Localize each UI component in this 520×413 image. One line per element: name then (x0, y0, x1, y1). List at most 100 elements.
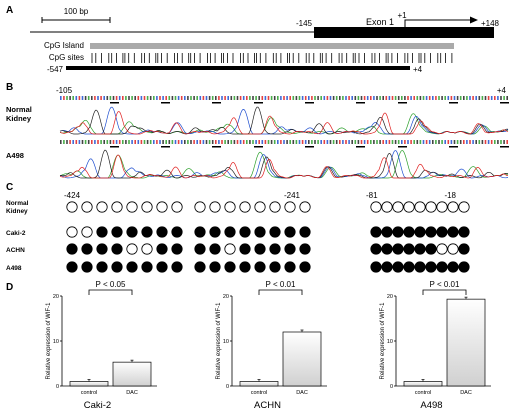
base-call-mark (487, 140, 490, 144)
base-call-mark (174, 96, 177, 100)
base-call-mark (373, 96, 375, 100)
methylated-cpg-dot (269, 226, 281, 238)
cpg-highlight-mark (161, 102, 170, 104)
base-call-mark (215, 140, 217, 144)
base-call-mark (205, 96, 208, 100)
base-call-mark (472, 140, 474, 144)
base-call-mark (63, 96, 65, 100)
base-call-mark (211, 140, 214, 144)
base-call-mark (283, 140, 285, 144)
base-call-mark (497, 140, 499, 144)
tss-arrow (404, 19, 470, 27)
base-call-mark (264, 140, 267, 144)
amplicon-start-label: -547 (47, 65, 64, 74)
base-call-mark (354, 140, 357, 144)
methylated-cpg-dot (414, 243, 426, 255)
base-call-mark (342, 96, 344, 100)
base-call-mark (63, 140, 65, 144)
unmethylated-cpg-dot (447, 243, 459, 255)
base-call-mark (249, 96, 251, 100)
base-call-mark (146, 96, 149, 100)
y-tick-label: 0 (390, 384, 393, 390)
base-call-mark (258, 140, 260, 144)
base-call-mark (112, 96, 115, 100)
base-call-mark (140, 96, 143, 100)
base-call-mark (156, 140, 158, 144)
cpg-highlight-mark (356, 102, 365, 104)
base-call-mark (391, 140, 394, 144)
base-call-mark (506, 96, 508, 100)
bar-dac (282, 331, 322, 387)
base-call-mark (376, 96, 378, 100)
methylated-cpg-dot (194, 261, 206, 273)
methylated-cpg-dot (254, 261, 266, 273)
cpg-highlight-mark (254, 146, 263, 148)
unmethylated-cpg-dot (458, 201, 470, 213)
panel-a-letter: A (6, 5, 13, 16)
base-call-mark (153, 140, 155, 144)
bar-dac (446, 298, 486, 387)
mspos-label-left-start: -424 (64, 191, 81, 200)
methylated-cpg-dot (458, 261, 470, 273)
base-call-mark (416, 96, 419, 100)
base-call-mark (184, 140, 186, 144)
base-call-mark (199, 140, 202, 144)
base-call-mark (211, 96, 214, 100)
y-tick-label: 10 (387, 339, 393, 345)
base-call-mark (394, 96, 397, 100)
base-call-mark (280, 96, 282, 100)
methylated-cpg-dot (447, 261, 459, 273)
base-call-mark (106, 140, 109, 144)
cpg-highlight-mark (110, 146, 119, 148)
cpg-highlight-mark (449, 146, 458, 148)
cpg-highlight-mark (212, 146, 221, 148)
methylated-cpg-dot (194, 243, 206, 255)
base-call-mark (503, 96, 505, 100)
unmethylated-cpg-dot (81, 226, 93, 238)
methylated-cpg-dot (370, 243, 382, 255)
methylation-dots (66, 201, 470, 273)
base-call-mark (376, 140, 378, 144)
base-call-mark (317, 96, 319, 100)
base-call-mark (487, 96, 490, 100)
base-call-mark (385, 140, 388, 144)
unmethylated-cpg-dot (269, 201, 281, 213)
base-call-mark (91, 140, 93, 144)
unmethylated-cpg-dot (224, 201, 236, 213)
base-call-mark (490, 96, 493, 100)
base-call-mark (143, 96, 146, 100)
cpg-highlight-mark (305, 146, 314, 148)
panel-c-letter: C (6, 182, 13, 193)
y-axis-label: Relative expression of WIF-1 (380, 302, 386, 380)
base-call-mark (261, 140, 264, 144)
base-call-mark (115, 140, 118, 144)
y-tick-label: 10 (53, 339, 59, 345)
cpg-highlight-mark (500, 146, 509, 148)
unmethylated-cpg-dot (96, 201, 108, 213)
base-call-mark (453, 96, 456, 100)
base-call-mark (277, 96, 279, 100)
cpg-highlight-mark (110, 102, 119, 104)
methylated-cpg-dot (224, 226, 236, 238)
panel-b-sequencing: -105 +4 Normal Kidney A498 (6, 86, 509, 179)
base-call-mark (413, 96, 415, 100)
base-call-mark (311, 140, 313, 144)
base-call-mark (208, 140, 211, 144)
base-call-mark (298, 96, 301, 100)
bar-control (69, 381, 109, 387)
methylated-cpg-dot (436, 261, 448, 273)
trace-line (59, 150, 509, 179)
base-call-mark (475, 140, 477, 144)
methyl-row-label-normal-2: Kidney (6, 208, 28, 215)
unmethylated-cpg-dot (141, 201, 153, 213)
base-call-mark (413, 140, 415, 144)
unmethylated-cpg-dot (436, 243, 448, 255)
base-call-mark (432, 96, 434, 100)
methyl-row-label-a498: A498 (6, 265, 22, 272)
methylated-cpg-dot (403, 261, 415, 273)
base-call-mark (416, 140, 419, 144)
base-call-mark (308, 140, 310, 144)
trace-line (59, 150, 509, 179)
cpg-highlight-mark (398, 146, 407, 148)
base-call-mark (227, 96, 229, 100)
